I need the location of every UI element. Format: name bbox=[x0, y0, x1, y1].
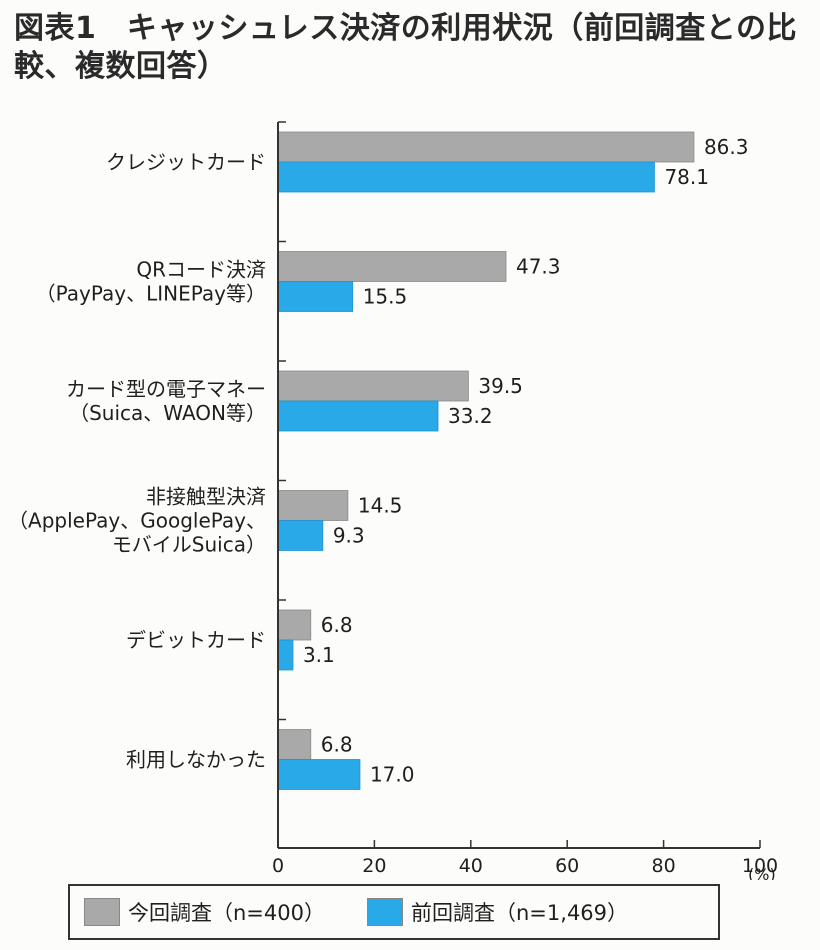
bar-previous-3 bbox=[277, 520, 324, 551]
value-label-current-2: 39.5 bbox=[478, 374, 523, 398]
value-label-previous-0: 78.1 bbox=[664, 165, 709, 189]
x-tick-label-4: 80 bbox=[652, 855, 676, 877]
legend-label-current: 今回調査（n=400） bbox=[128, 901, 325, 925]
x-tick-label-1: 20 bbox=[362, 855, 386, 877]
category-label-5-0: 利用しなかった bbox=[126, 748, 266, 772]
x-tick-label-5: 100 bbox=[742, 855, 778, 877]
value-label-previous-2: 33.2 bbox=[448, 404, 493, 428]
bar-previous-1 bbox=[277, 281, 354, 312]
legend-item-previous: 前回調査（n=1,469） bbox=[367, 897, 628, 927]
category-label-3-2: モバイルSuica） bbox=[112, 533, 266, 557]
category-label-4-0: デビットカード bbox=[126, 628, 266, 652]
value-label-previous-4: 3.1 bbox=[303, 643, 335, 667]
bar-previous-5 bbox=[277, 759, 361, 790]
bar-current-1 bbox=[277, 251, 507, 282]
x-tick-label-3: 60 bbox=[555, 855, 579, 877]
value-label-current-0: 86.3 bbox=[704, 135, 749, 159]
category-label-0-0: クレジットカード bbox=[106, 150, 266, 174]
bar-current-2 bbox=[277, 370, 469, 402]
bar-previous-4 bbox=[277, 639, 294, 671]
x-unit-label: (%) bbox=[748, 865, 776, 880]
category-label-2-1: （Suica、WAON等） bbox=[69, 401, 266, 425]
value-label-previous-5: 17.0 bbox=[370, 763, 415, 787]
legend-swatch-previous bbox=[367, 898, 403, 926]
category-label-2-0: カード型の電子マネー bbox=[66, 377, 266, 401]
legend-label-previous: 前回調査（n=1,469） bbox=[411, 901, 629, 925]
category-label-1-1: （PayPay、LINEPay等） bbox=[36, 282, 266, 306]
bar-previous-0 bbox=[277, 161, 655, 193]
x-tick-label-0: 0 bbox=[272, 855, 284, 877]
value-label-previous-1: 15.5 bbox=[363, 285, 408, 309]
bar-current-3 bbox=[277, 490, 349, 521]
legend-item-current: 今回調査（n=400） bbox=[84, 897, 325, 927]
chart-title: 図表1 キャッシュレス決済の利用状況（前回調査との比較、複数回答） bbox=[14, 11, 797, 84]
legend-swatch-current bbox=[84, 898, 120, 926]
category-label-3-0: 非接触型決済 bbox=[146, 485, 266, 509]
legend: 今回調査（n=400） 前回調査（n=1,469） bbox=[68, 884, 720, 940]
x-tick-label-2: 40 bbox=[459, 855, 483, 877]
bar-current-0 bbox=[277, 131, 695, 163]
bar-previous-2 bbox=[277, 400, 439, 432]
bar-chart: 86.3 78.1 クレジットカード 47.3 15.5 QRコード決済（PayPay、L… bbox=[8, 121, 778, 880]
category-label-3-1: （ApplePay、GooglePay、 bbox=[8, 509, 266, 533]
value-label-current-4: 6.8 bbox=[321, 613, 353, 637]
category-label-1-0: QRコード決済 bbox=[136, 258, 266, 282]
value-label-current-1: 47.3 bbox=[516, 255, 561, 279]
bar-current-4 bbox=[277, 609, 312, 641]
value-label-current-3: 14.5 bbox=[358, 494, 403, 518]
value-label-current-5: 6.8 bbox=[321, 733, 353, 757]
value-label-previous-3: 9.3 bbox=[333, 524, 365, 548]
bar-current-5 bbox=[277, 729, 312, 760]
